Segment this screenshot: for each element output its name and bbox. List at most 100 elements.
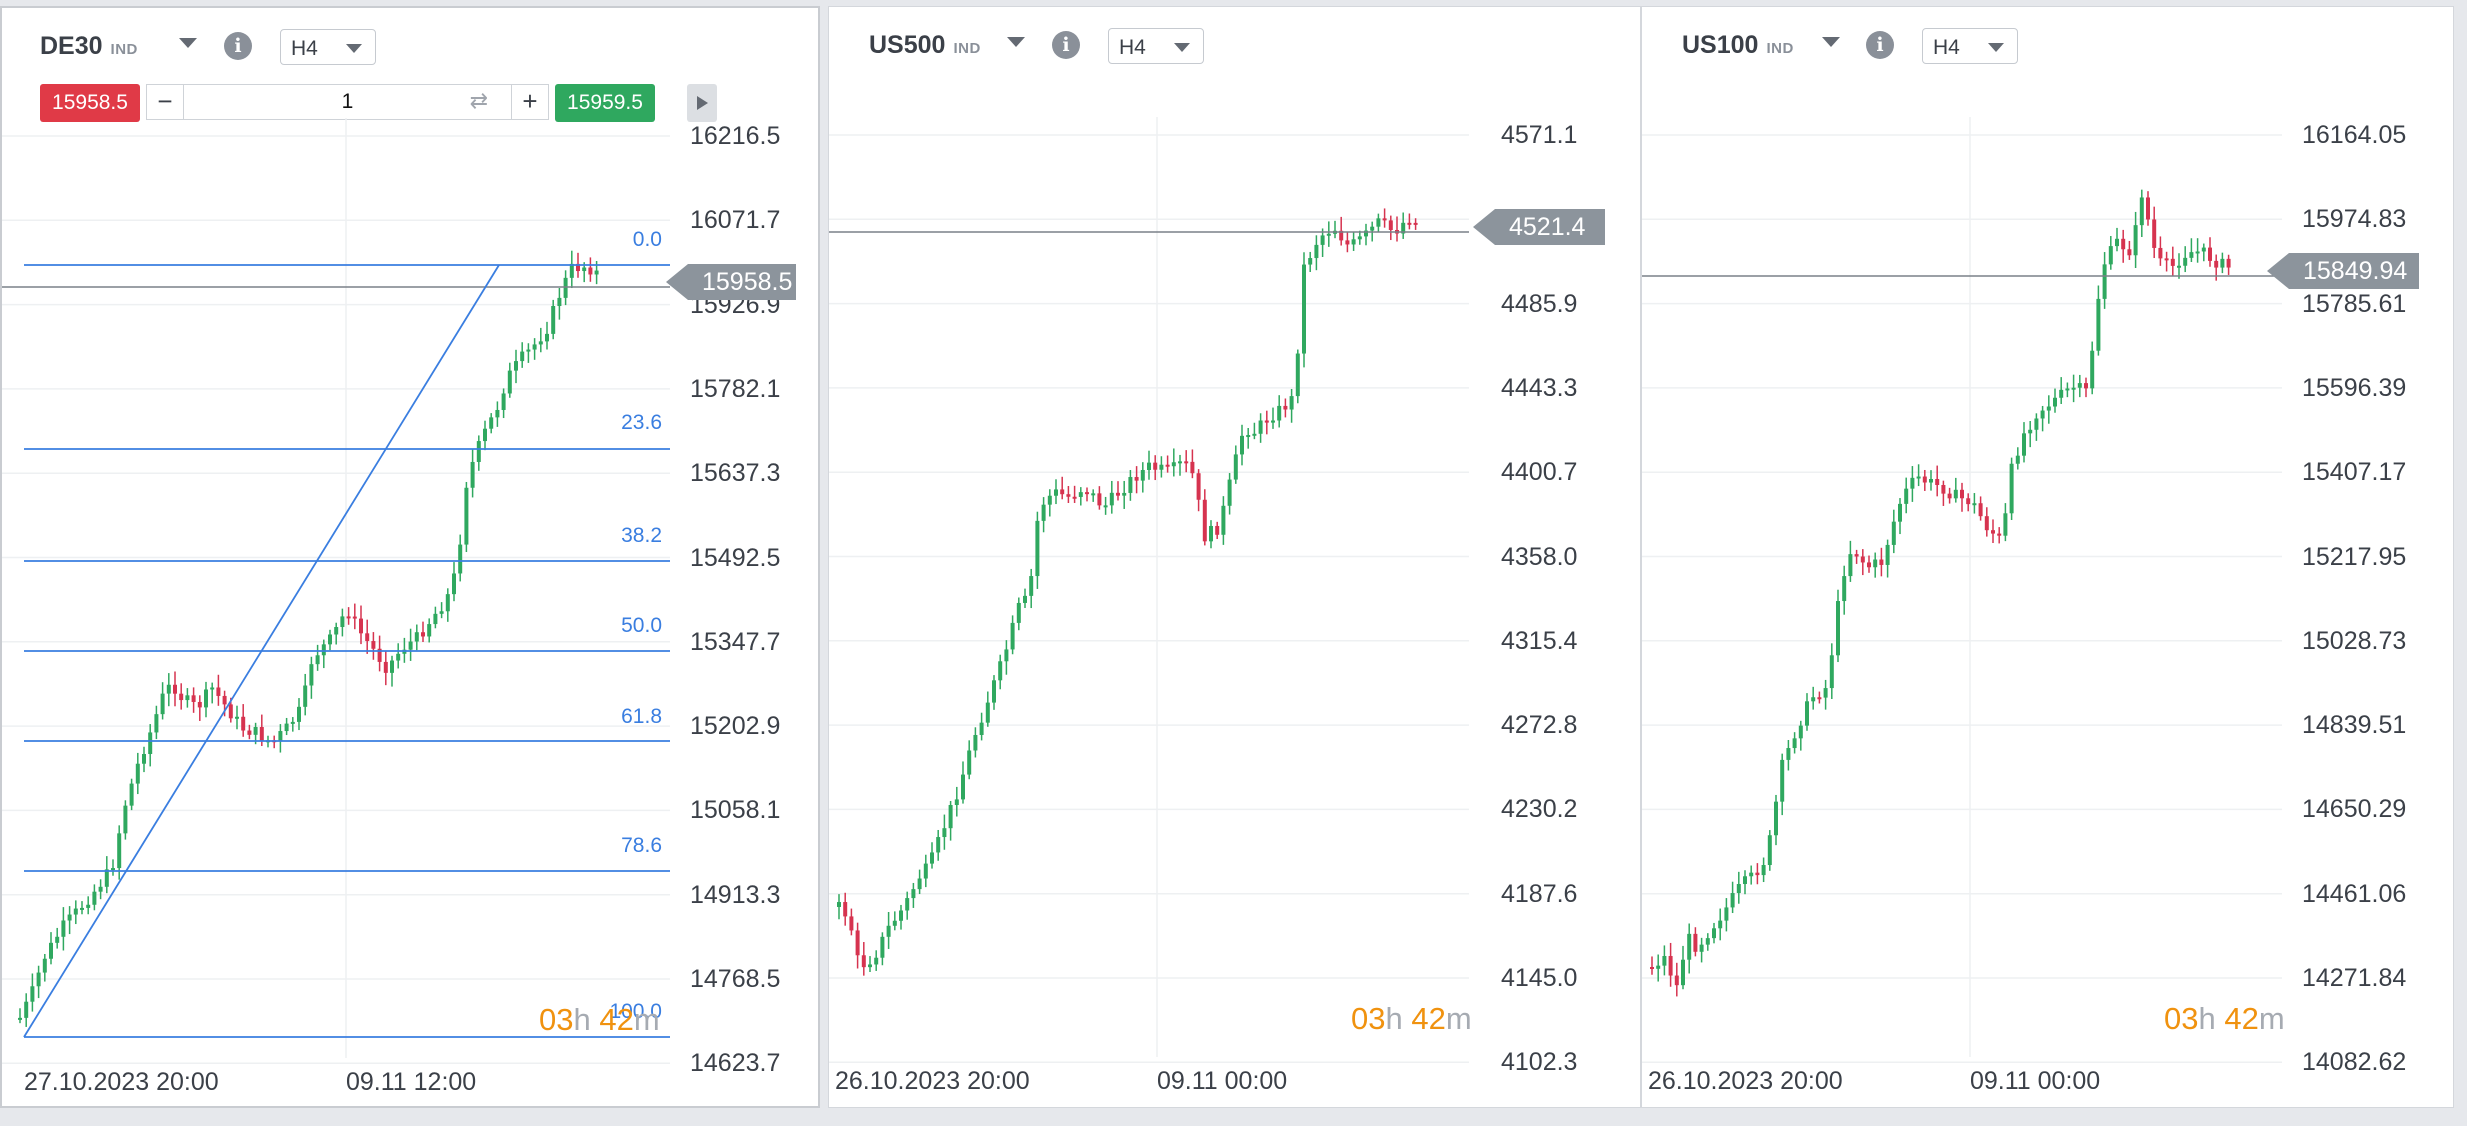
candle-body	[1054, 489, 1058, 496]
candle-body	[1805, 701, 1809, 726]
quantity-stepper[interactable]: − 1 ⇄ +	[146, 84, 549, 120]
candle-body	[2102, 264, 2107, 299]
candle-body	[297, 706, 301, 722]
candle-body	[464, 487, 469, 545]
timeframe-select[interactable]: H4	[1922, 28, 2018, 64]
info-icon[interactable]: i	[1052, 31, 1080, 59]
swap-icon[interactable]: ⇄	[469, 88, 488, 113]
increase-button[interactable]: +	[511, 85, 548, 119]
candle-body	[2003, 513, 2008, 536]
price-axis-label: 15028.73	[2302, 626, 2407, 655]
candle-body	[371, 641, 376, 649]
chart-panel-de30[interactable]: DE30 IND i H4 15958.5 − 1 ⇄ + 15959.5 162…	[0, 6, 820, 1108]
candle-body	[2220, 258, 2225, 268]
chart-canvas[interactable]	[1642, 7, 2454, 1108]
candle-body	[1984, 516, 1989, 531]
candle-body	[1935, 479, 1940, 486]
candle-body	[1258, 420, 1263, 434]
candle-body	[1904, 488, 1909, 504]
candle-body	[905, 898, 910, 911]
candle-body	[551, 306, 556, 334]
candle-body	[1681, 959, 1685, 986]
candle-body	[235, 716, 239, 719]
buy-button[interactable]: 15959.5	[555, 84, 655, 122]
candle-body	[1382, 218, 1387, 221]
candle-body	[576, 263, 580, 272]
candle-body	[1873, 559, 1878, 568]
price-axis-label: 15974.83	[2302, 205, 2407, 234]
time-label: 26.10.2023 20:00	[1648, 1067, 1843, 1095]
candle-body	[1109, 492, 1114, 506]
candle-body	[1761, 865, 1766, 876]
current-price-tag: 4521.4	[1473, 209, 1605, 245]
candle-body	[179, 693, 184, 701]
candle-body	[1159, 464, 1164, 470]
candle-body	[1103, 505, 1108, 508]
chart-panel-us100[interactable]: US100 IND i H4 16164.05 15974.83 15785.61 15…	[1641, 6, 2454, 1108]
candle-body	[86, 904, 91, 908]
symbol-dropdown-icon[interactable]	[1822, 37, 1840, 47]
info-icon[interactable]: i	[224, 32, 252, 60]
candle-body	[501, 393, 506, 410]
timeframe-select[interactable]: H4	[1108, 28, 1204, 64]
candle-body	[55, 936, 60, 943]
candle-body	[30, 986, 35, 1002]
candle-body	[123, 805, 128, 834]
candle-body	[216, 687, 221, 696]
price-axis-label: 15407.17	[2302, 458, 2407, 487]
candle-body	[1885, 544, 1890, 565]
symbol-dropdown-icon[interactable]	[1007, 37, 1025, 47]
symbol-selector[interactable]: US500 IND	[869, 31, 981, 60]
candle-body	[923, 863, 928, 879]
candle-body	[104, 869, 109, 887]
candle-body	[1147, 462, 1151, 471]
chart-canvas[interactable]	[2, 8, 820, 1108]
candle-body	[359, 618, 363, 634]
decrease-button[interactable]: −	[147, 85, 184, 119]
time-label: 09.11 00:00	[1157, 1067, 1288, 1095]
candle-body	[390, 660, 394, 673]
candle-body	[992, 680, 996, 703]
chart-canvas[interactable]	[829, 7, 1641, 1108]
candle-body	[2195, 251, 2200, 254]
candle-body	[1140, 470, 1145, 481]
candle-body	[1153, 462, 1158, 470]
candle-body	[1792, 738, 1797, 749]
candle-body	[166, 684, 171, 694]
candle-body	[1798, 725, 1803, 739]
price-axis-label: 4315.4	[1501, 626, 1578, 655]
candle-body	[1134, 477, 1139, 481]
candle-body	[18, 1017, 22, 1020]
candle-body	[49, 942, 53, 959]
candle-body	[1314, 244, 1319, 259]
candle-body	[538, 341, 543, 345]
candle-body	[514, 361, 518, 371]
candle-body	[1811, 697, 1816, 702]
expand-arrow-icon[interactable]	[687, 84, 717, 122]
candle-body	[2096, 298, 2101, 351]
timeframe-select[interactable]: H4	[280, 29, 376, 65]
symbol-selector[interactable]: DE30 IND	[40, 32, 138, 61]
candle-body	[979, 722, 984, 735]
quantity-value[interactable]: 1	[341, 90, 354, 113]
candle-body	[2053, 397, 2057, 407]
candle-body	[911, 889, 916, 899]
fib-level-label: 50.0	[621, 614, 662, 637]
candle-body	[1295, 353, 1300, 397]
candle-body	[2115, 238, 2119, 247]
candle-body	[1388, 220, 1393, 231]
candle-body	[1929, 479, 1933, 483]
candle-body	[2108, 246, 2113, 265]
candle-body	[42, 958, 47, 973]
info-icon[interactable]: i	[1866, 31, 1894, 59]
symbol-name: US500	[869, 31, 946, 59]
symbol-dropdown-icon[interactable]	[179, 38, 197, 48]
sell-button[interactable]: 15958.5	[40, 84, 140, 122]
candle-body	[1221, 505, 1226, 535]
candle-body	[1091, 493, 1096, 496]
candle-body	[1357, 236, 1362, 240]
candle-body	[290, 721, 295, 724]
symbol-selector[interactable]: US100 IND	[1682, 31, 1794, 60]
candle-body	[1264, 420, 1269, 423]
